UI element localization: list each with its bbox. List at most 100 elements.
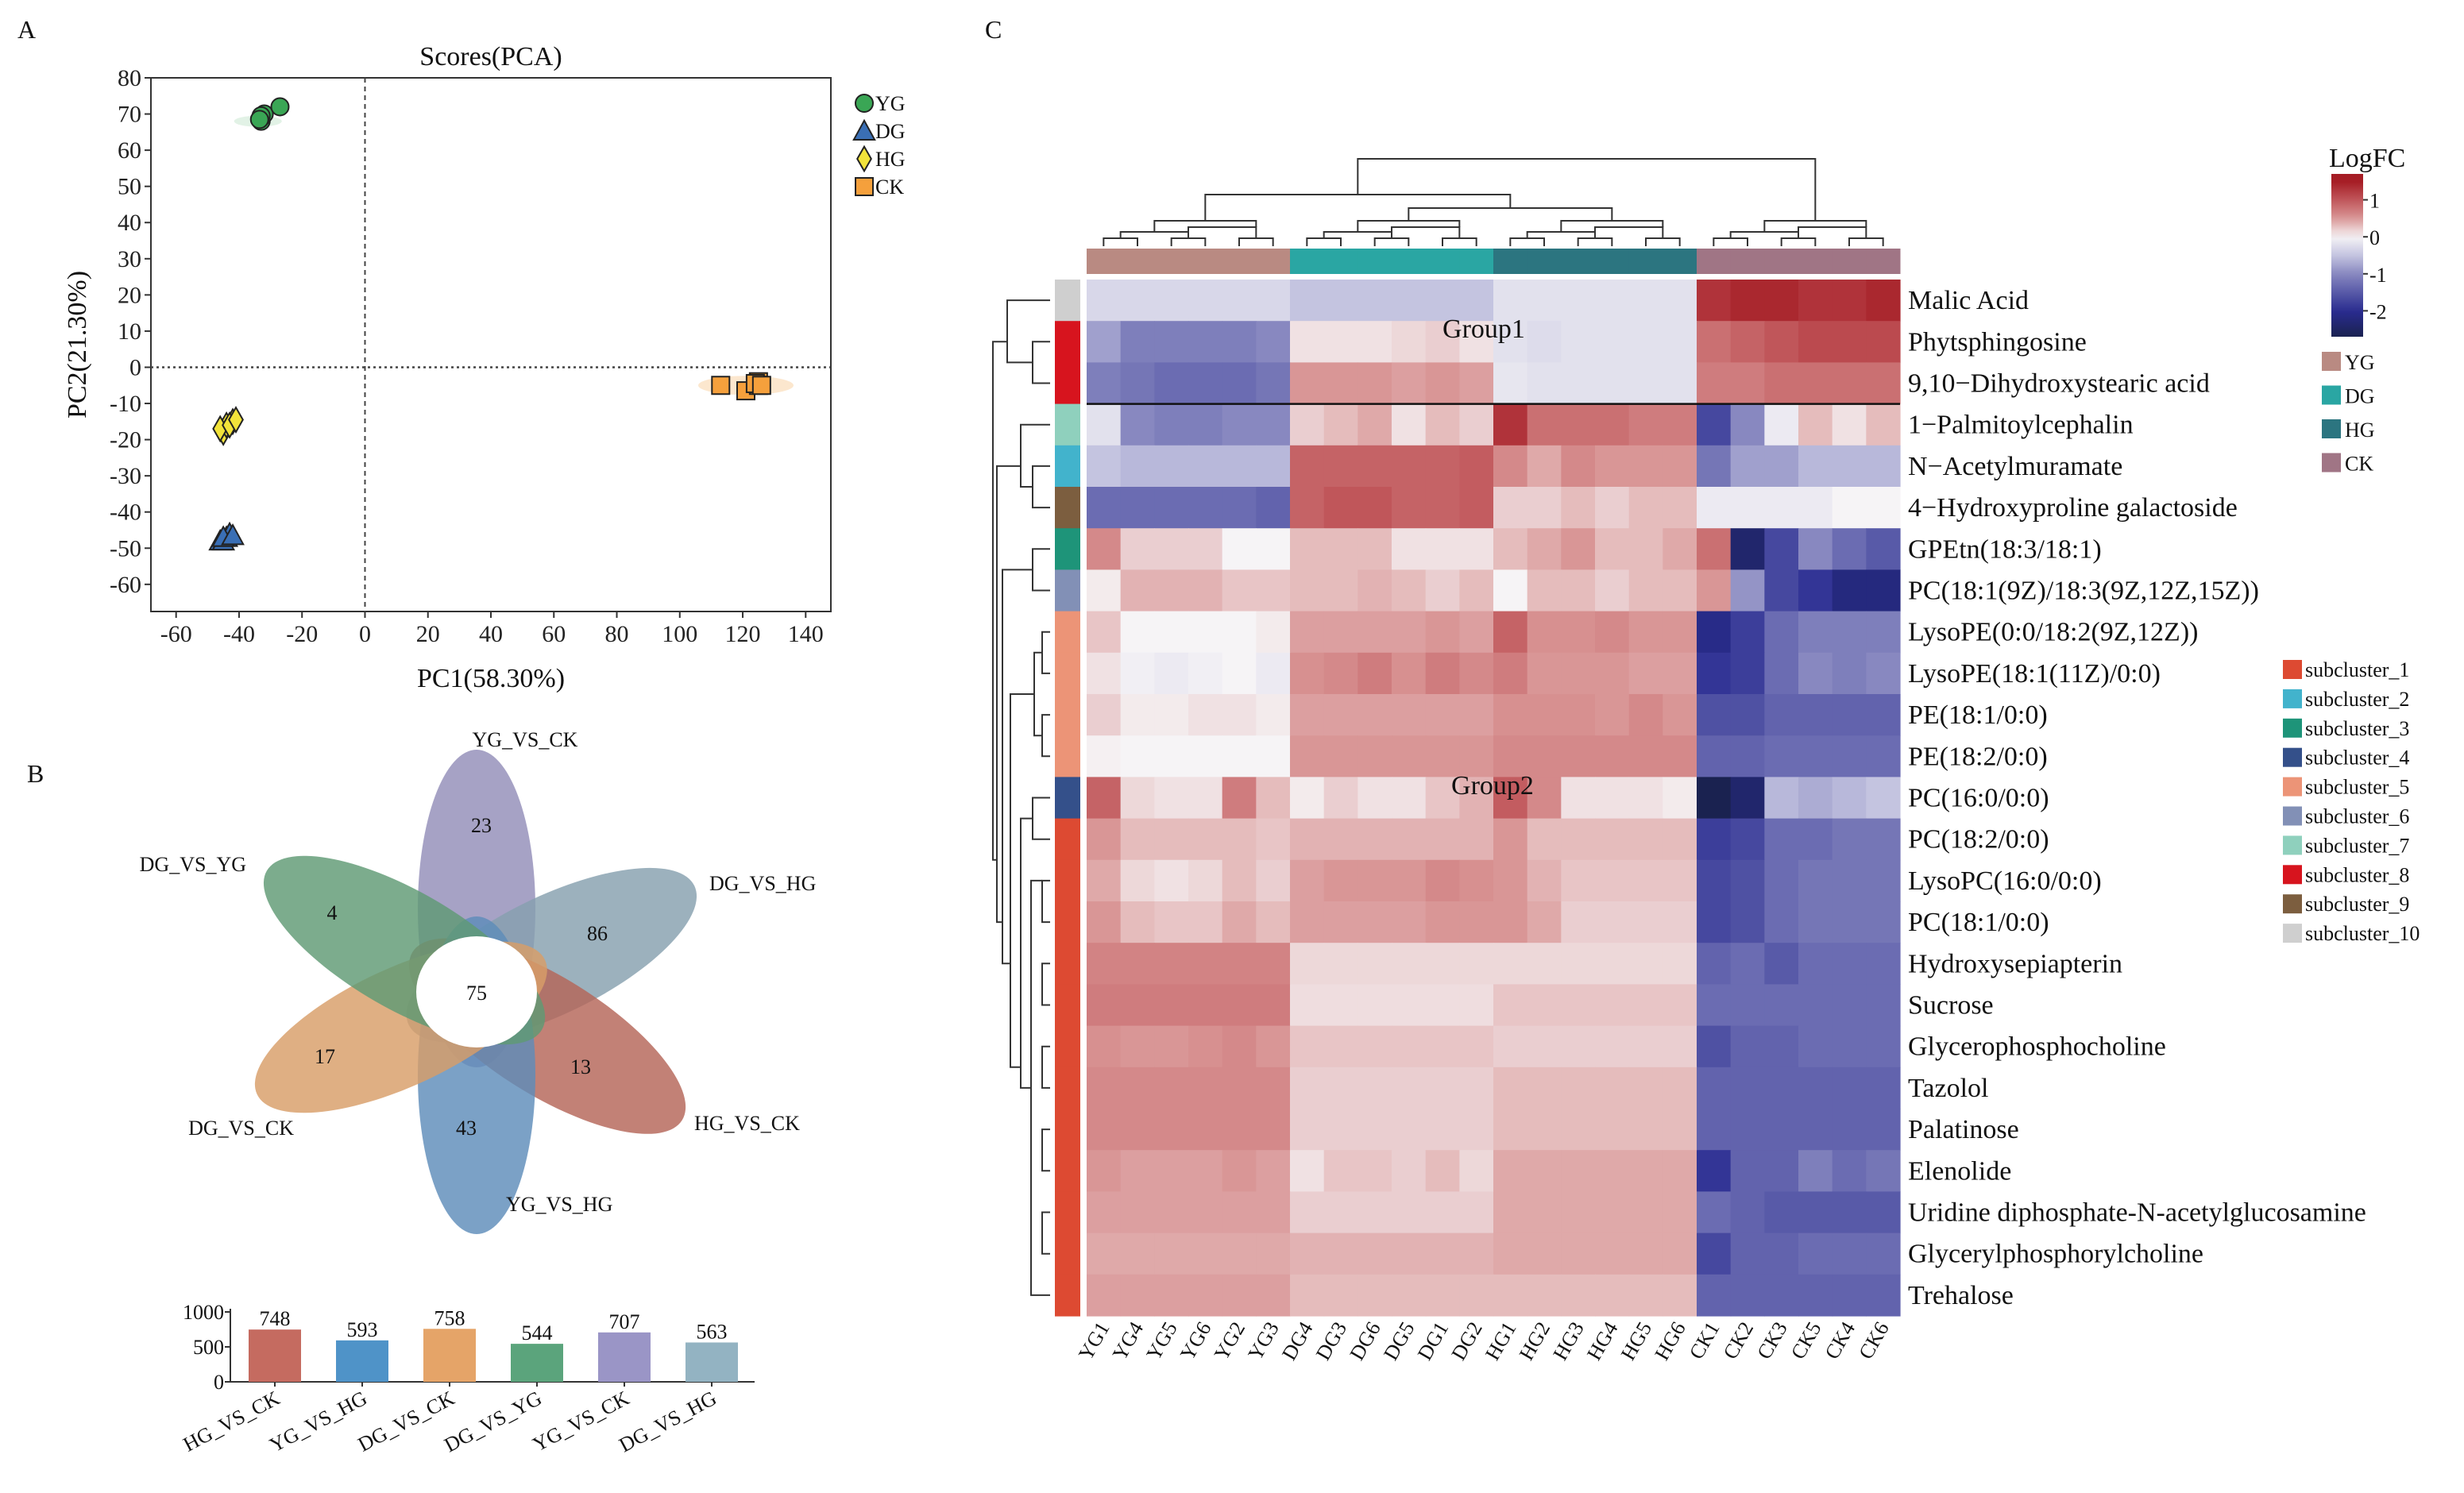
heatmap-cell	[1392, 1109, 1427, 1151]
heatmap-cell	[1087, 321, 1122, 363]
heatmap-cell	[1628, 1109, 1663, 1151]
heatmap-cell	[1425, 1233, 1460, 1275]
heatmap-cell	[1663, 694, 1697, 736]
heatmap-cell	[1392, 362, 1427, 405]
column-label: YG3	[1243, 1318, 1283, 1364]
y-tick-label: 1000	[183, 1301, 224, 1324]
x-tick-label: -60	[160, 621, 192, 647]
group-legend-swatch	[2322, 453, 2341, 473]
heatmap-cell	[1323, 694, 1358, 736]
row-label: GPEtn(18:3/18:1)	[1908, 534, 2102, 564]
column-group-bar	[1154, 249, 1189, 274]
column-dendrogram-branch	[1323, 231, 1392, 238]
heatmap-cell	[1290, 403, 1325, 446]
x-tick-label: -40	[223, 621, 255, 647]
heatmap-cell	[1527, 1191, 1562, 1234]
column-dendrogram-branch	[1780, 237, 1817, 246]
heatmap-cell	[1154, 528, 1189, 570]
heatmap-cell	[1154, 445, 1189, 488]
bar-value-label: 758	[434, 1306, 465, 1329]
heatmap-cell	[1561, 528, 1596, 570]
venn-set-label: DG_VS_CK	[188, 1117, 294, 1140]
y-tick-label: 10	[118, 318, 141, 345]
heatmap-cell	[1628, 1191, 1663, 1234]
heatmap-cell	[1832, 859, 1867, 902]
row-label: PC(16:0/0:0)	[1908, 784, 2049, 813]
heatmap-cell	[1459, 280, 1494, 322]
heatmap-cell	[1323, 528, 1358, 570]
heatmap-cell	[1256, 777, 1291, 820]
heatmap-cell	[1561, 984, 1596, 1027]
column-group-bar	[1087, 249, 1122, 274]
heatmap-cell	[1087, 569, 1122, 612]
column-group-bar	[1358, 249, 1392, 274]
column-dendrogram-branch	[1357, 158, 1817, 221]
heatmap-cell	[1323, 1233, 1358, 1275]
heatmap-cell	[1425, 652, 1460, 695]
heatmap-cell	[1595, 984, 1630, 1027]
heatmap-cell	[1730, 1191, 1765, 1234]
heatmap-cell	[1290, 445, 1325, 488]
heatmap-cell	[1628, 569, 1663, 612]
colorbar-tick-label: 1	[2369, 190, 2380, 213]
heatmap-cell	[1527, 445, 1562, 488]
heatmap-cell	[1256, 984, 1291, 1027]
heatmap-cell	[1697, 859, 1732, 902]
heatmap-cell	[1663, 487, 1697, 529]
heatmap-cell	[1425, 1067, 1460, 1109]
heatmap-cell	[1256, 859, 1291, 902]
heatmap-cell	[1730, 943, 1765, 985]
heatmap-cell	[1222, 777, 1257, 820]
heatmap-cell	[1832, 652, 1867, 695]
heatmap-cell	[1459, 984, 1494, 1027]
heatmap-cell	[1290, 569, 1325, 612]
column-label: HG3	[1548, 1318, 1588, 1364]
heatmap-cell	[1120, 1274, 1155, 1317]
heatmap-cell	[1459, 777, 1494, 820]
column-label: CK4	[1821, 1318, 1860, 1364]
venn-core	[416, 936, 537, 1047]
heatmap-cell	[1730, 1150, 1765, 1192]
x-axis-label: PC1(58.30%)	[417, 664, 565, 693]
heatmap-cell	[1459, 818, 1494, 861]
column-label: YG4	[1108, 1318, 1148, 1364]
row-subcluster-bar	[1055, 1150, 1080, 1192]
heatmap-cell	[1866, 1109, 1901, 1151]
heatmap-cell	[1425, 1191, 1460, 1234]
heatmap-cell	[1392, 528, 1427, 570]
heatmap-cell	[1595, 487, 1630, 529]
row-dendrogram-branch	[1006, 299, 1050, 364]
heatmap-cell	[1154, 569, 1189, 612]
heatmap-cell	[1561, 445, 1596, 488]
row-subcluster-bar	[1055, 569, 1080, 612]
heatmap-cell	[1798, 1233, 1833, 1275]
heatmap-cell	[1561, 694, 1596, 736]
heatmap-cell	[1222, 943, 1257, 985]
bar-value-label: 707	[609, 1310, 640, 1333]
heatmap-cell	[1392, 901, 1427, 943]
heatmap-cell	[1459, 445, 1494, 488]
heatmap-cell	[1459, 1150, 1494, 1192]
heatmap-cell	[1256, 735, 1291, 777]
heatmap-cell	[1222, 818, 1257, 861]
venn-unique-count: 17	[315, 1045, 335, 1068]
heatmap-cell	[1628, 280, 1663, 322]
column-group-bar	[1663, 249, 1697, 274]
y-tick-label: -40	[110, 500, 141, 526]
heatmap-cell	[1459, 859, 1494, 902]
group-legend-label: DG	[2345, 385, 2375, 408]
heatmap-cell	[1527, 777, 1562, 820]
heatmap-cell	[1663, 818, 1697, 861]
heatmap-cell	[1561, 1274, 1596, 1317]
column-label: HG2	[1515, 1318, 1554, 1364]
heatmap-cell	[1459, 1191, 1494, 1234]
heatmap-cell	[1595, 818, 1630, 861]
heatmap-cell	[1425, 1109, 1460, 1151]
heatmap-cell	[1730, 652, 1765, 695]
column-label: YG5	[1141, 1318, 1181, 1364]
heatmap-cell	[1188, 1109, 1223, 1151]
heatmap-cell	[1358, 984, 1392, 1027]
heatmap-cell	[1697, 1025, 1732, 1068]
heatmap-cell	[1663, 1233, 1697, 1275]
heatmap-cell	[1425, 362, 1460, 405]
